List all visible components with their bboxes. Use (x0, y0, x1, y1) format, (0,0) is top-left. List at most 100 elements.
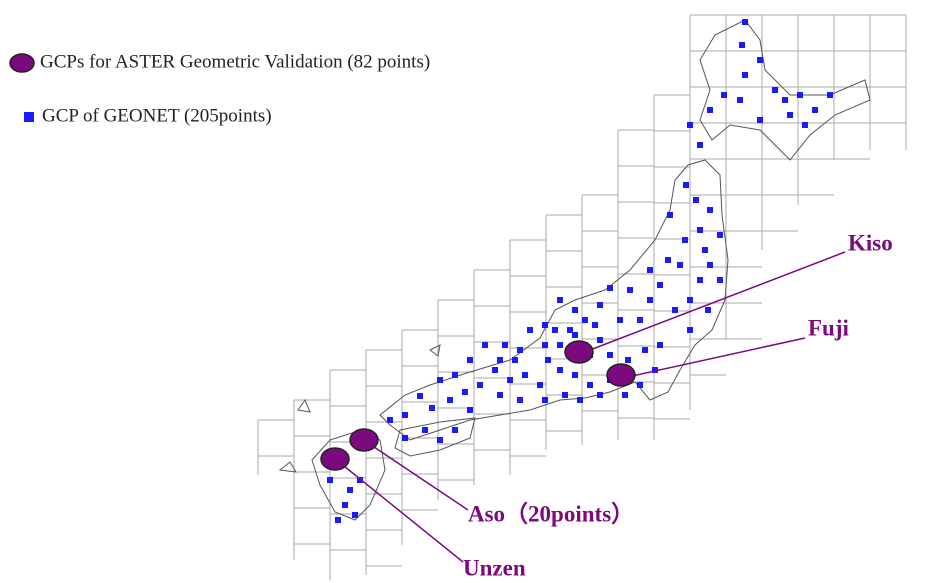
gcp-point (782, 97, 788, 103)
legend-symbol (24, 112, 34, 122)
gcp-point (737, 97, 743, 103)
site-label: Kiso (848, 230, 893, 255)
gcp-point (347, 487, 353, 493)
gcp-point (422, 427, 428, 433)
gcp-point (682, 237, 688, 243)
gcp-point (597, 392, 603, 398)
gcp-point (672, 307, 678, 313)
gcp-point (642, 347, 648, 353)
gcp-point (542, 342, 548, 348)
gcp-point (597, 337, 603, 343)
site-marker (564, 340, 594, 364)
gcp-point (625, 357, 631, 363)
gcp-point (522, 372, 528, 378)
gcp-point (437, 377, 443, 383)
gcp-point (739, 42, 745, 48)
gcp-point (527, 327, 533, 333)
gcp-point (452, 427, 458, 433)
gcp-point (467, 407, 473, 413)
gcp-point (647, 267, 653, 273)
gcp-point (683, 182, 689, 188)
gcp-point (437, 437, 443, 443)
gcp-point (597, 302, 603, 308)
gcp-point (429, 405, 435, 411)
gcp-point (657, 282, 663, 288)
gcp-point (697, 277, 703, 283)
gcp-point (622, 392, 628, 398)
gcp-point (402, 412, 408, 418)
gcp-point (497, 392, 503, 398)
gcp-point (352, 512, 358, 518)
gcp-point (802, 122, 808, 128)
gcp-point (637, 382, 643, 388)
gcp-point (572, 332, 578, 338)
gcp-point (517, 397, 523, 403)
gcp-point (587, 382, 593, 388)
gcp-point (647, 297, 653, 303)
site-marker (606, 363, 636, 387)
gcp-point (545, 357, 551, 363)
gcp-point (572, 372, 578, 378)
gcp-point (717, 277, 723, 283)
site-label: Aso（20points） (468, 500, 634, 526)
gcp-point (447, 397, 453, 403)
site-marker (320, 447, 350, 471)
gcp-point (557, 367, 563, 373)
gcp-point (557, 342, 563, 348)
gcp-point (717, 232, 723, 238)
leader-line (343, 465, 464, 563)
gcp-point (787, 112, 793, 118)
gcp-point (665, 257, 671, 263)
gcp-point (562, 392, 568, 398)
gcp-point (517, 347, 523, 353)
gcp-point (335, 517, 341, 523)
gcp-point (627, 287, 633, 293)
gcp-point (812, 107, 818, 113)
gcp-point (797, 92, 803, 98)
gcp-point (607, 352, 613, 358)
gcp-point (721, 92, 727, 98)
gcp-point (657, 342, 663, 348)
gcp-point (617, 317, 623, 323)
leader-line (373, 446, 469, 511)
gcp-point (637, 317, 643, 323)
gcp-point (677, 262, 683, 268)
gcp-point (387, 417, 393, 423)
gcp-point (542, 322, 548, 328)
leader-line (589, 251, 846, 351)
legend-label: GCP of GEONET (205points) (42, 105, 272, 126)
gcp-point (667, 212, 673, 218)
gcp-point (702, 247, 708, 253)
geonet-points (327, 19, 833, 523)
gcp-point (552, 327, 558, 333)
validation-sites (320, 340, 636, 471)
gcp-point (567, 327, 573, 333)
leader-lines (343, 251, 846, 563)
gcp-point (707, 207, 713, 213)
gcp-point (687, 297, 693, 303)
gcp-point (582, 317, 588, 323)
gcp-point (342, 502, 348, 508)
legend-label: GCPs for ASTER Geometric Validation (82 … (40, 51, 430, 72)
site-label: Fuji (808, 315, 850, 340)
gcp-point (742, 72, 748, 78)
site-label: Unzen (463, 555, 526, 580)
gcp-point (452, 372, 458, 378)
gcp-point (607, 285, 613, 291)
gcp-point (402, 435, 408, 441)
gcp-point (477, 382, 483, 388)
gcp-point (462, 389, 468, 395)
gcp-point (497, 357, 503, 363)
gcp-point (772, 87, 778, 93)
gcp-point (502, 342, 508, 348)
gcp-point (707, 107, 713, 113)
site-marker (349, 428, 379, 452)
gcp-point (492, 367, 498, 373)
gcp-point (697, 227, 703, 233)
gcp-point (572, 307, 578, 313)
gcp-point (357, 477, 363, 483)
gcp-point (652, 367, 658, 373)
leader-line (631, 337, 806, 377)
legend-symbol (9, 53, 35, 73)
